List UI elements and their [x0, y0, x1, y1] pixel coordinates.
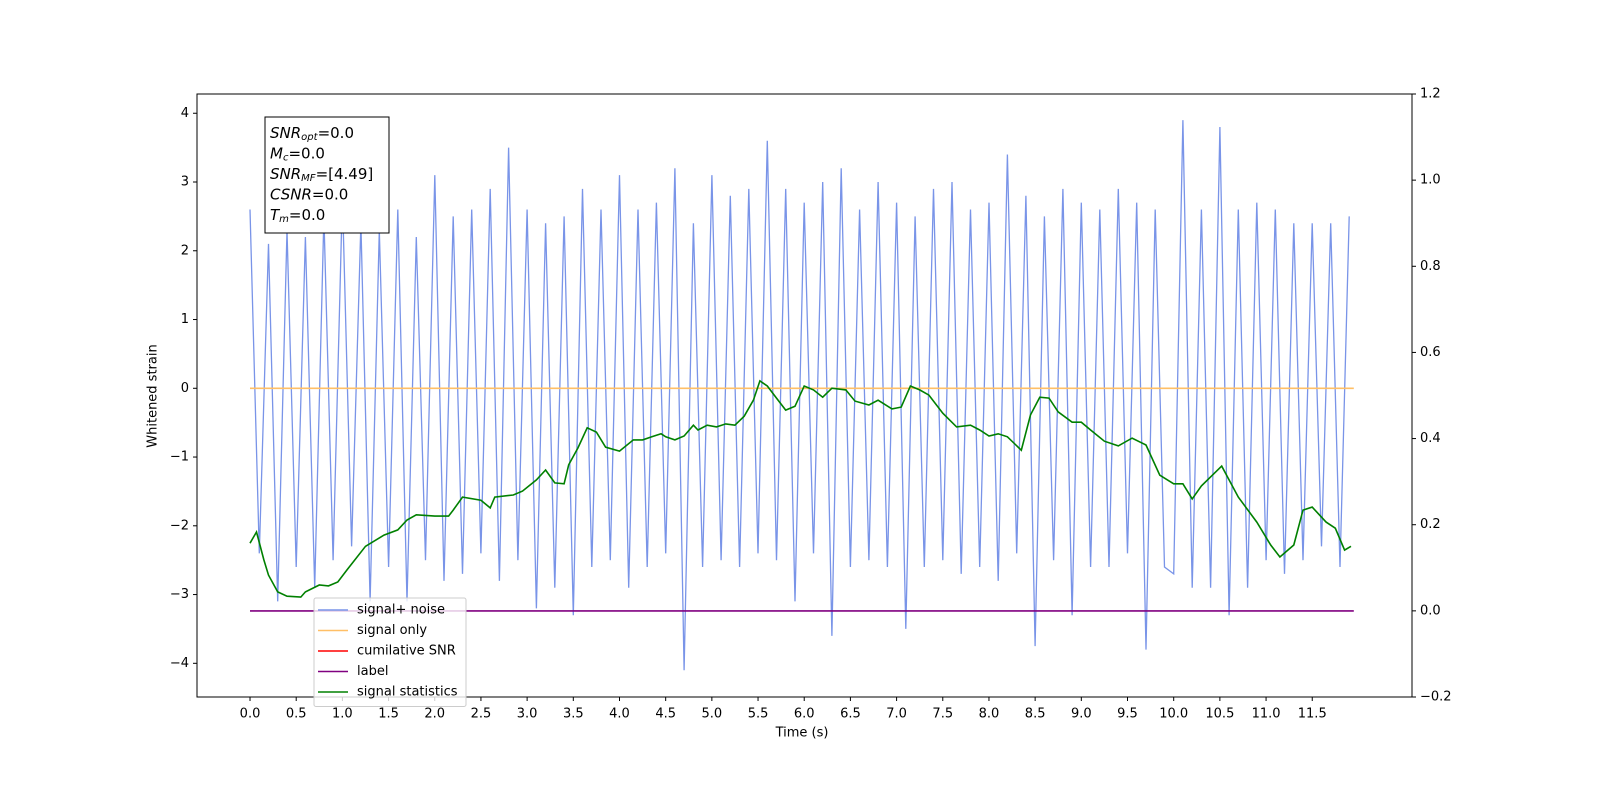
x-tick-label: 1.0 — [332, 707, 353, 722]
series-line — [249, 379, 1352, 598]
legend-label: cumilative SNR — [357, 644, 456, 659]
x-tick-label: 8.0 — [979, 707, 1000, 722]
x-tick-label: 0.5 — [286, 707, 307, 722]
annotation-symbol: SNR — [270, 124, 301, 142]
annotation: SNRMF=[4.49] — [270, 165, 373, 185]
x-tick-label: 8.5 — [1025, 707, 1046, 722]
annotation-box — [264, 116, 390, 234]
x-tick-label: 4.0 — [609, 707, 630, 722]
y-tick-label: −4 — [170, 656, 189, 671]
y2-tick-label: 0.6 — [1420, 345, 1441, 360]
y-tick-label: 4 — [181, 106, 189, 121]
annotation-text: =[4.49] — [316, 165, 374, 183]
x-tick-label: 3.0 — [517, 707, 538, 722]
x-tick-label: 9.0 — [1071, 707, 1092, 722]
x-tick-label: 11.0 — [1252, 707, 1281, 722]
annotation-sub: m — [279, 214, 289, 225]
annotation-sub: MF — [301, 173, 316, 184]
y2-tick-label: 1.0 — [1420, 173, 1441, 188]
legend-label: signal statistics — [357, 685, 458, 700]
x-tick-label: 5.5 — [748, 707, 769, 722]
legend-label: signal only — [357, 623, 427, 638]
y2-tick-label: 0.2 — [1420, 517, 1441, 532]
annotation-text: =0.0 — [312, 185, 348, 203]
x-tick-label: 3.5 — [563, 707, 584, 722]
x-tick-label: 7.5 — [932, 707, 953, 722]
legend-box — [313, 597, 467, 707]
x-tick-label: 7.0 — [886, 707, 907, 722]
y-tick-label: −3 — [170, 587, 189, 602]
annotation-symbol: SNR — [270, 165, 301, 183]
annotation: CSNR=0.0 — [270, 185, 348, 203]
series-line — [249, 120, 1350, 671]
y-tick-label: 0 — [181, 381, 189, 396]
x-tick-label: 11.5 — [1298, 707, 1327, 722]
y-axis-label: Whitened strain — [146, 344, 161, 447]
annotation: SNRopt=0.0 — [270, 124, 354, 144]
y2-tick-label: 0.8 — [1420, 259, 1441, 274]
x-axis-label: Time (s) — [775, 726, 829, 741]
y-tick-label: −1 — [170, 450, 189, 465]
y-tick-label: 1 — [181, 312, 189, 327]
annotation-text: =0.0 — [288, 144, 324, 162]
x-tick-label: 10.5 — [1205, 707, 1234, 722]
annotation-text: =0.0 — [289, 206, 325, 224]
x-tick-label: 2.0 — [424, 707, 445, 722]
x-tick-label: 2.5 — [471, 707, 492, 722]
annotation-symbol: M — [270, 144, 283, 162]
annotation-sub: opt — [301, 132, 318, 143]
y2-tick-label: 0.4 — [1420, 431, 1441, 446]
y-tick-label: 3 — [181, 175, 189, 190]
x-tick-label: 0.0 — [240, 707, 261, 722]
x-tick-label: 6.5 — [840, 707, 861, 722]
x-tick-label: 6.0 — [794, 707, 815, 722]
x-tick-label: 10.0 — [1159, 707, 1188, 722]
y-tick-label: −2 — [170, 518, 189, 533]
annotation: Mc=0.0 — [270, 144, 325, 164]
y2-tick-label: 0.0 — [1420, 603, 1441, 618]
x-tick-label: 1.5 — [378, 707, 399, 722]
annotation: Tm=0.0 — [270, 206, 325, 226]
y2-tick-label: 1.2 — [1420, 87, 1441, 102]
x-tick-label: 4.5 — [655, 707, 676, 722]
annotation-sub: c — [283, 153, 289, 164]
annotation-text: =0.0 — [318, 124, 354, 142]
x-tick-label: 9.5 — [1117, 707, 1138, 722]
annotation-symbol: CSNR — [270, 185, 312, 203]
y2-tick-label: −0.2 — [1420, 690, 1452, 705]
legend-label: signal+ noise — [357, 603, 445, 618]
annotation-symbol: T — [270, 206, 281, 224]
y-tick-label: 2 — [181, 243, 189, 258]
legend-label: label — [357, 664, 388, 679]
x-tick-label: 5.0 — [702, 707, 723, 722]
